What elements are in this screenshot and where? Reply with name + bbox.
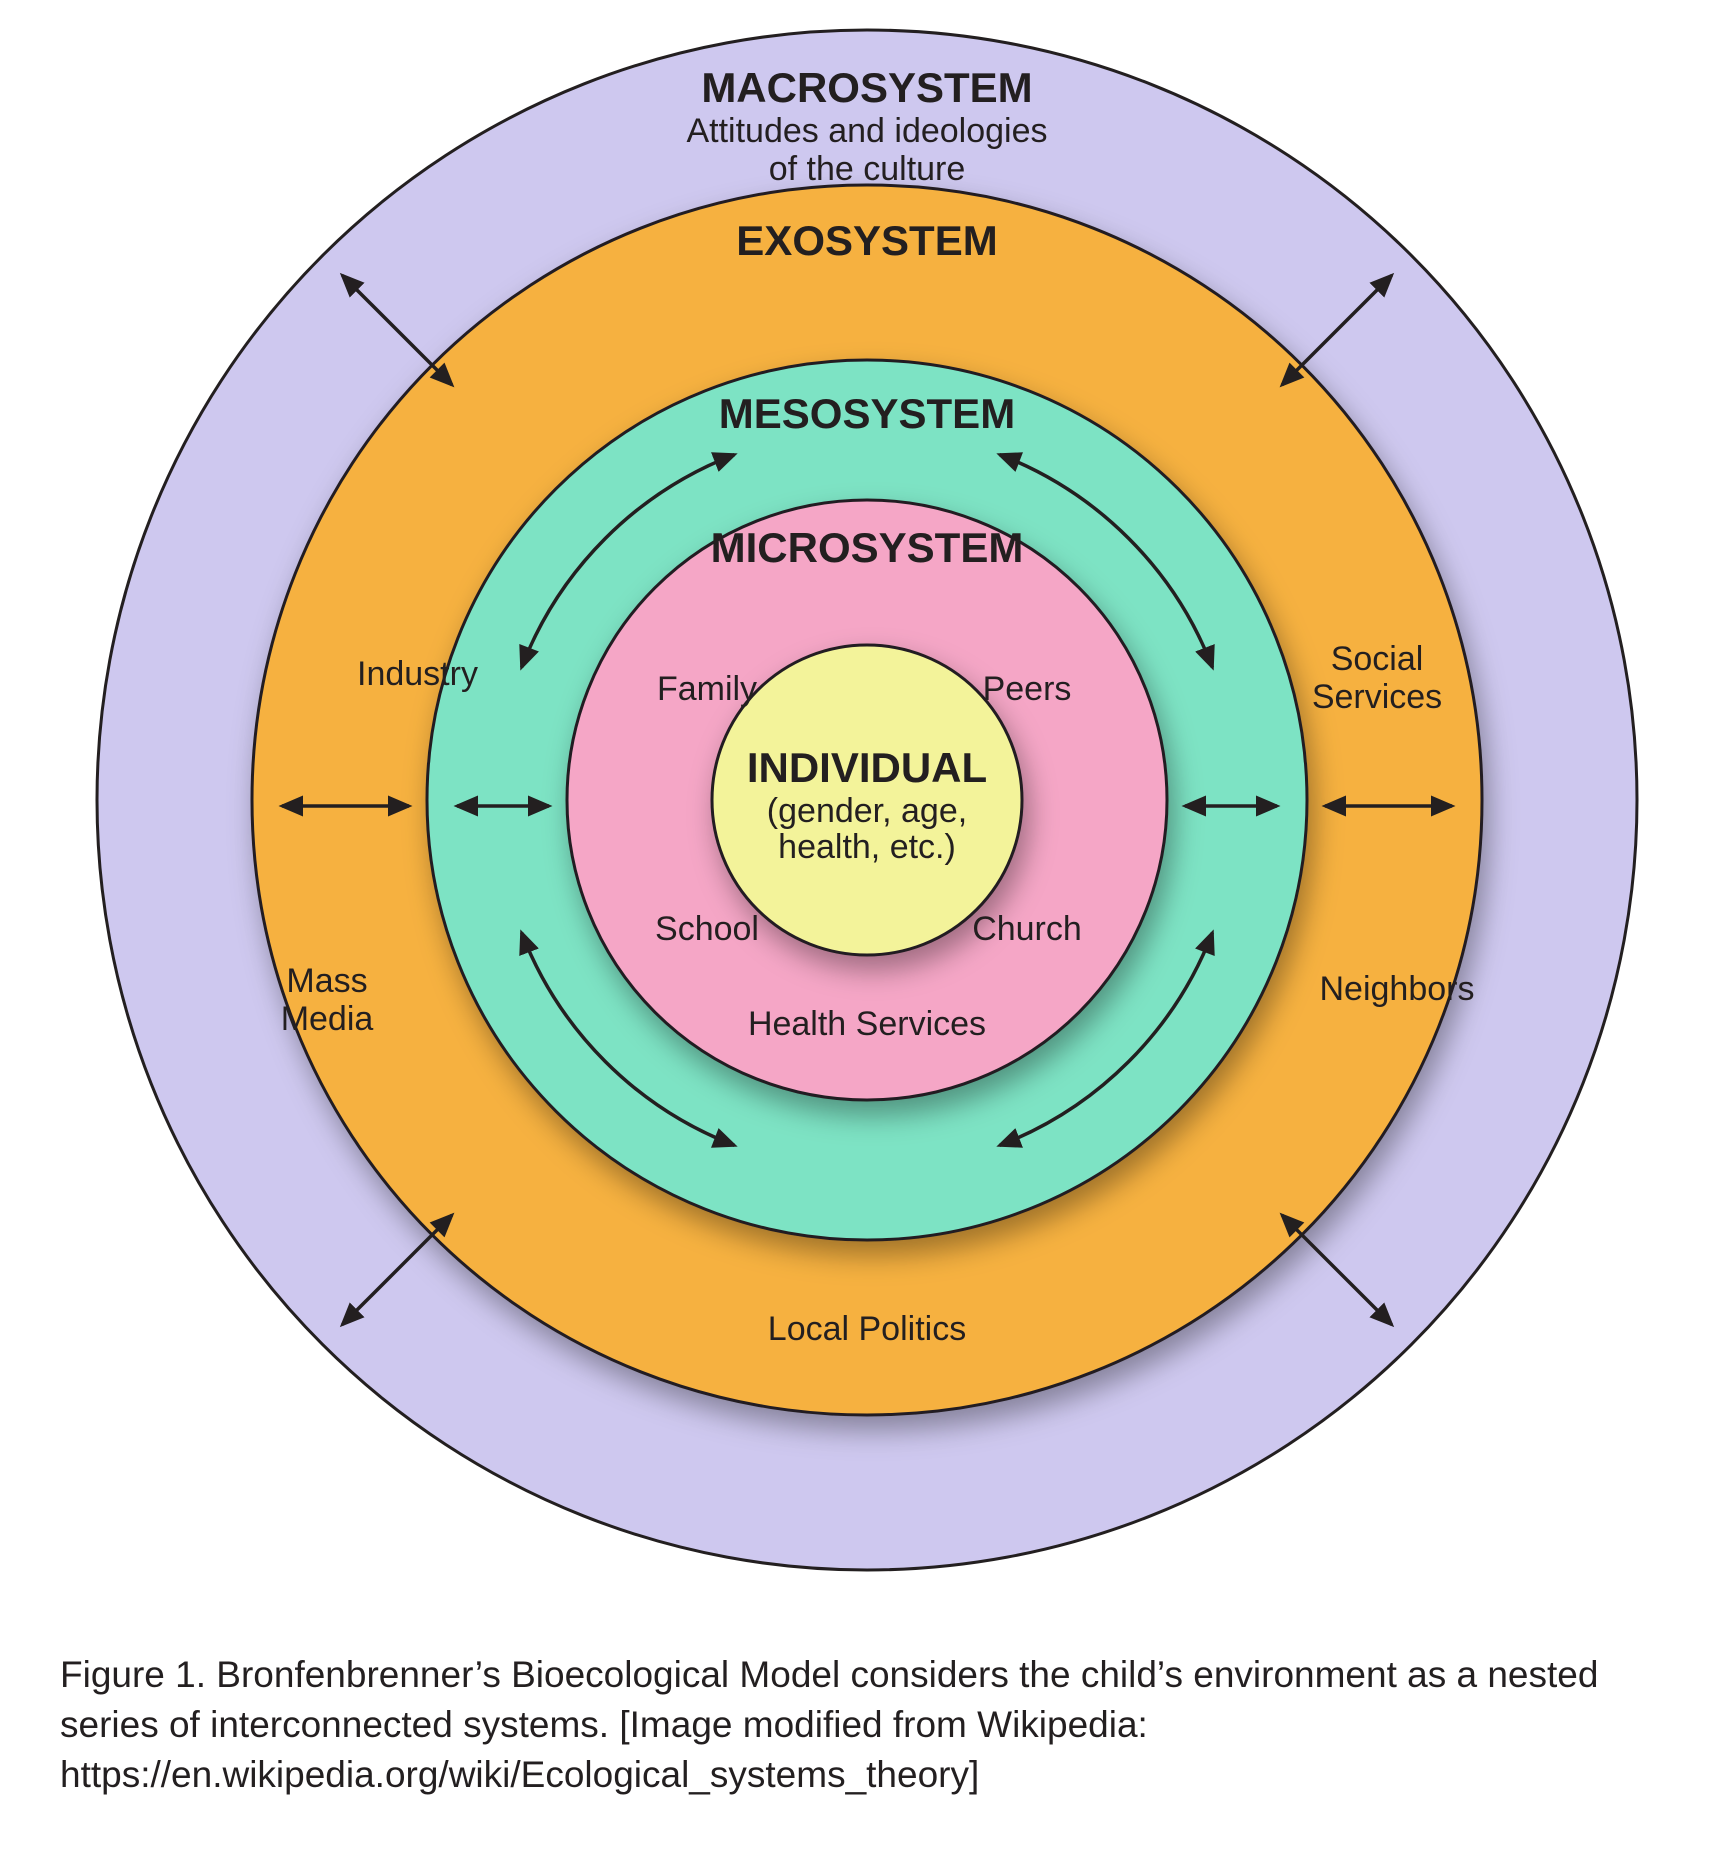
label-social-services-1: Social	[1331, 640, 1424, 678]
subtitle-macrosystem-2: of the culture	[769, 150, 966, 188]
page: MACROSYSTEMAttitudes and ideologiesof th…	[0, 0, 1734, 1850]
label-mass-media-2: Media	[281, 1000, 374, 1038]
diagram-container: MACROSYSTEMAttitudes and ideologiesof th…	[0, 0, 1734, 1630]
subtitle-macrosystem-1: Attitudes and ideologies	[686, 112, 1047, 150]
subtitle-individual-2: health, etc.)	[778, 828, 956, 866]
title-microsystem: MICROSYSTEM	[711, 524, 1024, 571]
ecological-systems-diagram: MACROSYSTEMAttitudes and ideologiesof th…	[0, 0, 1734, 1630]
label-peers: Peers	[983, 670, 1072, 708]
label-health-services: Health Services	[748, 1005, 986, 1043]
label-local-politics: Local Politics	[768, 1310, 966, 1348]
label-industry: Industry	[357, 655, 478, 693]
label-mass-media-1: Mass	[286, 962, 367, 1000]
label-family: Family	[657, 670, 757, 708]
title-mesosystem: MESOSYSTEM	[719, 390, 1015, 437]
title-individual: INDIVIDUAL	[747, 744, 987, 791]
label-school: School	[655, 910, 759, 948]
label-neighbors: Neighbors	[1320, 970, 1475, 1008]
title-macrosystem: MACROSYSTEM	[701, 64, 1032, 111]
label-church: Church	[972, 910, 1082, 948]
subtitle-individual-1: (gender, age,	[767, 792, 967, 830]
figure-caption: Figure 1. Bronfenbrenner’s Bioecological…	[0, 1630, 1734, 1850]
title-exosystem: EXOSYSTEM	[736, 217, 997, 264]
label-social-services-2: Services	[1312, 678, 1442, 716]
